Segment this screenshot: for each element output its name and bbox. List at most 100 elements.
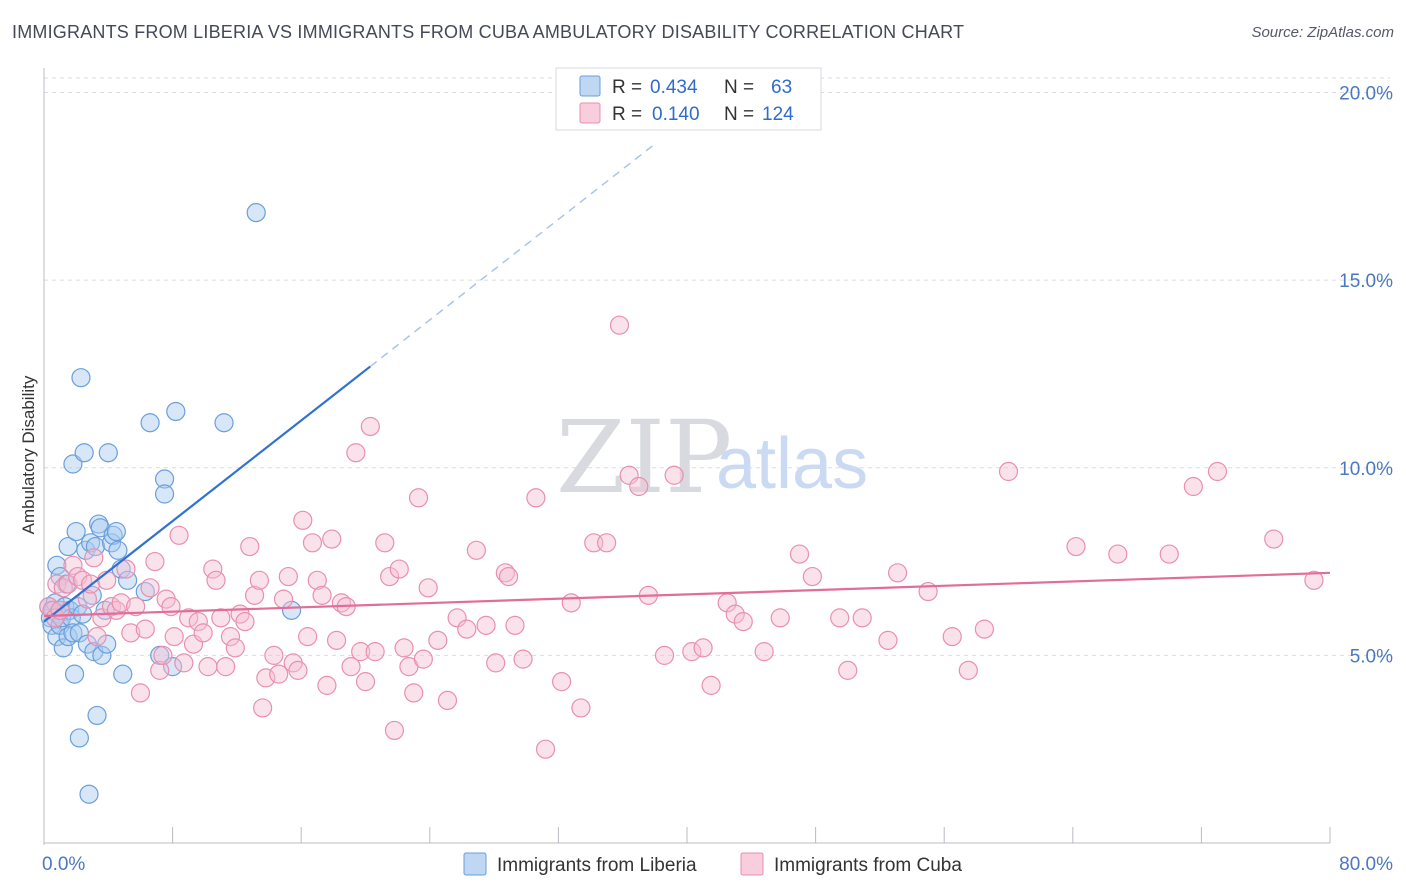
point-cuba [682,642,702,662]
point-cuba [375,533,395,553]
point-cuba [1159,544,1179,564]
point-cuba [153,645,173,665]
point-cuba [298,627,318,647]
point-liberia [53,638,73,658]
x-tick-label: 0.0% [42,854,85,875]
point-cuba [380,566,400,587]
point-cuba [1108,544,1128,564]
point-liberia [108,540,128,560]
watermark: ZIP atlas [556,399,868,516]
y-tick-label: 10.0% [1339,459,1393,480]
point-cuba [253,698,273,718]
point-cuba [63,555,83,575]
point-liberia [87,705,107,726]
point-cuba [317,675,337,695]
legend-swatch-liberia [579,75,601,97]
point-cuba [179,608,199,628]
point-liberia [97,634,117,654]
point-liberia [113,664,133,684]
point-cuba [754,642,774,662]
point-liberia [281,600,302,620]
point-cuba [203,559,223,579]
legend-r-label-cuba: R = [612,104,642,125]
chart-title: IMMIGRANTS FROM LIBERIA VS IMMIGRANTS FR… [12,22,965,42]
point-cuba [302,533,323,553]
point-cuba [852,608,872,628]
x-tick-label: 80.0% [1339,854,1393,875]
point-cuba [887,563,908,583]
point-cuba [629,476,649,497]
point-cuba [693,638,713,658]
point-cuba [365,642,385,662]
point-liberia [63,623,83,643]
watermark-zip: ZIP [556,399,732,516]
point-liberia [92,645,112,665]
point-liberia [77,634,98,654]
legend-swatch-cuba [579,102,601,124]
point-cuba [293,510,313,530]
point-cuba [457,619,477,639]
point-cuba [878,630,898,650]
point-liberia [74,443,94,463]
point-cuba [288,660,308,680]
axis-ticks: 5.0% 10.0% 15.0% 20.0% 0.0% 80.0% [42,84,1393,875]
point-cuba [220,627,241,647]
legend-n-label-liberia: N = [724,77,754,98]
point-liberia [66,521,86,542]
point-cuba [174,653,194,673]
grid-lines [44,77,1390,656]
point-cuba [322,529,342,549]
point-cuba [561,593,581,613]
point-cuba [240,536,260,557]
point-cuba [389,559,409,579]
point-cuba [437,690,458,711]
legend-r-label-liberia: R = [612,77,642,98]
y-axis-label: Ambulatory Disability [19,375,38,534]
trend-line-liberia-extension [369,143,656,368]
point-liberia [79,784,99,804]
point-liberia [154,469,175,489]
point-cuba [235,612,255,632]
legend-n-value-cuba: 124 [762,104,794,125]
point-cuba [145,551,165,572]
y-tick-label: 15.0% [1339,271,1393,292]
point-cuba [1304,570,1324,590]
series-legend-swatch-liberia [463,852,487,876]
point-cuba [312,585,332,605]
series-liberia [39,202,302,804]
point-cuba [408,488,429,508]
point-cuba [84,548,104,568]
point-liberia [246,202,266,223]
point-cuba [466,540,487,560]
point-cuba [1183,476,1203,497]
point-cuba [225,638,245,658]
legend-n-label-cuba: N = [724,104,754,125]
point-cuba [394,638,414,658]
point-cuba [789,544,810,564]
point-cuba [571,698,591,718]
point-cuba [269,664,289,684]
point-cuba [830,608,850,628]
point-cuba [326,630,347,650]
point-liberia [47,627,67,647]
point-cuba [121,623,141,643]
point-cuba [351,642,371,662]
trend-lines [43,143,1331,623]
point-cuba [486,653,506,673]
point-cuba [278,566,298,587]
point-liberia [47,555,67,575]
point-liberia [106,521,126,542]
legend-n-value-liberia: 63 [771,77,792,98]
point-cuba [664,465,684,485]
point-liberia [154,484,175,504]
point-cuba [495,563,515,583]
series-legend-swatch-cuba [740,852,764,876]
point-liberia [61,608,81,628]
point-cuba [273,589,294,609]
point-cuba [244,585,265,605]
point-cuba [498,566,519,587]
point-cuba [418,578,438,598]
point-cuba [428,630,448,650]
point-liberia [103,525,123,545]
